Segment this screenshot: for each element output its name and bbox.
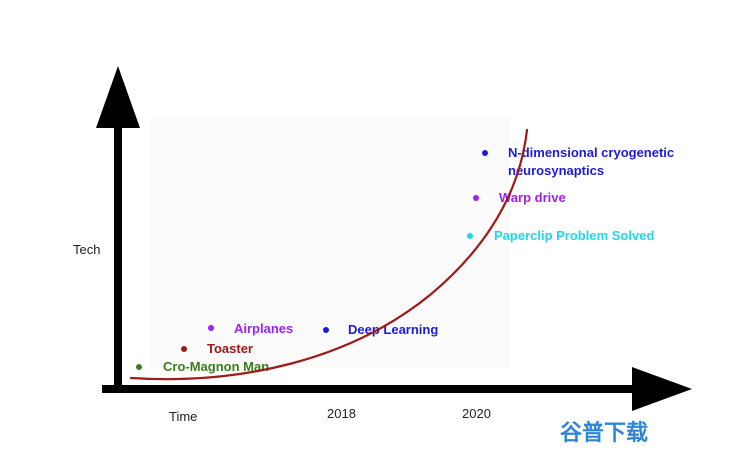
label-cro-magnon: Cro-Magnon Man — [163, 359, 269, 374]
marker-airplanes — [208, 325, 214, 331]
marker-cro-magnon — [136, 364, 142, 370]
label-n-dimensional-line1: N-dimensional cryogenetic — [508, 145, 674, 160]
marker-warp-drive — [473, 195, 479, 201]
marker-paperclip — [467, 233, 473, 239]
y-axis-arrowhead — [96, 66, 140, 128]
plot-background — [150, 118, 510, 368]
label-warp-drive: Warp drive — [499, 190, 566, 205]
label-airplanes: Airplanes — [234, 321, 293, 336]
marker-deep-learning — [323, 327, 329, 333]
label-toaster: Toaster — [207, 341, 253, 356]
label-paperclip: Paperclip Problem Solved — [494, 228, 654, 243]
x-axis-line — [102, 385, 642, 393]
x-tick-2018: 2018 — [327, 406, 356, 421]
exponential-growth-curve — [129, 128, 529, 381]
y-axis-line — [114, 110, 122, 392]
y-axis-label: Tech — [73, 242, 100, 257]
marker-n-dimensional — [482, 150, 488, 156]
label-n-dimensional-line2: neurosynaptics — [508, 163, 604, 178]
watermark-text: 谷普下载 — [560, 420, 648, 446]
x-axis-label: Time — [169, 409, 197, 424]
marker-toaster — [181, 346, 187, 352]
label-deep-learning: Deep Learning — [348, 322, 438, 337]
x-tick-2020: 2020 — [462, 406, 491, 421]
x-axis-arrowhead — [632, 367, 692, 411]
